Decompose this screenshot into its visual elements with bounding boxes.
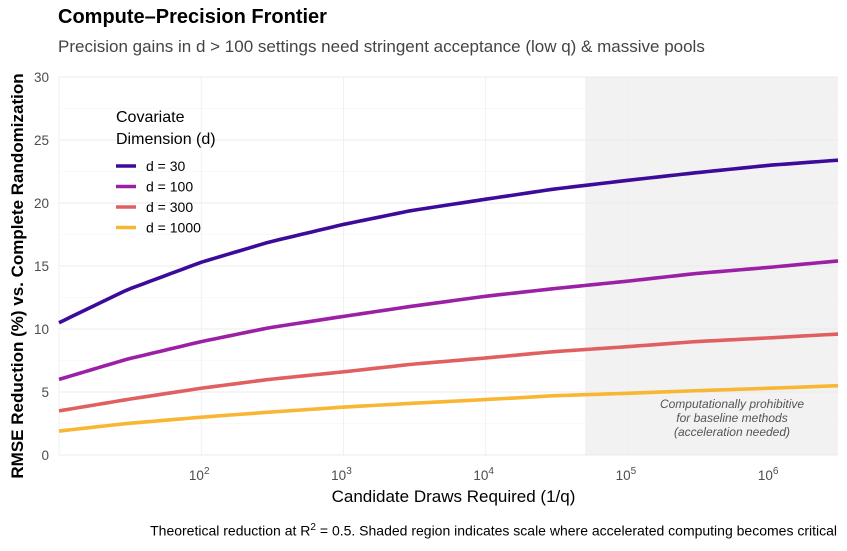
- series-line-1: [58, 158, 839, 325]
- legend-label: d = 1000: [146, 220, 201, 236]
- legend-label: d = 300: [146, 199, 193, 215]
- y-tick-label: 15: [34, 259, 49, 274]
- legend-title: Dimension (d): [116, 131, 216, 148]
- x-tick-label: 103: [331, 466, 352, 483]
- chart-subtitle: Precision gains in d > 100 settings need…: [58, 37, 705, 56]
- chart-title: Compute–Precision Frontier: [58, 6, 327, 28]
- chart-caption: Theoretical reduction at R2 = 0.5. Shade…: [150, 522, 837, 539]
- y-tick-label: 25: [34, 133, 49, 148]
- legend-title: Covariate: [116, 109, 185, 126]
- x-axis-title: Candidate Draws Required (1/q): [332, 487, 576, 506]
- x-tick-label: 102: [189, 466, 210, 483]
- x-tick-label: 105: [616, 466, 637, 483]
- shaded-annotation-line: (acceleration needed): [674, 425, 790, 439]
- caption-superscript: 2: [310, 522, 316, 533]
- y-axis-title: RMSE Reduction (%) vs. Complete Randomiz…: [8, 73, 27, 478]
- legend-label: d = 30: [146, 158, 186, 174]
- x-tick-label: 106: [758, 466, 779, 483]
- series-line-3: [58, 332, 839, 413]
- caption-text-after: = 0.5. Shaded region indicates scale whe…: [315, 522, 837, 539]
- series-line-4: [58, 383, 839, 433]
- series-line-2: [58, 259, 839, 382]
- shaded-annotation-line: for baseline methods: [676, 411, 787, 425]
- caption-text-before: Theoretical reduction at R: [150, 522, 311, 539]
- shaded-annotation-line: Computationally prohibitive: [660, 397, 804, 411]
- x-tick-label: 104: [473, 466, 494, 483]
- legend-label: d = 100: [146, 179, 193, 195]
- y-tick-label: 10: [34, 322, 49, 337]
- y-tick-label: 5: [41, 385, 49, 400]
- y-tick-label: 20: [34, 196, 49, 211]
- y-tick-label: 30: [34, 70, 49, 85]
- y-tick-label: 0: [41, 448, 49, 463]
